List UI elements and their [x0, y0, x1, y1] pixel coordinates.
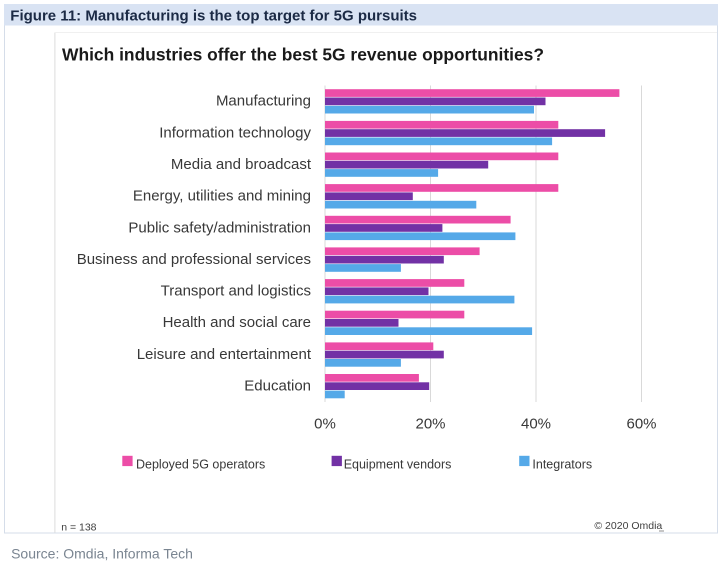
- svg-text:n = 138: n = 138: [61, 522, 96, 534]
- svg-text:Source: Omdia, Informa Tech: Source: Omdia, Informa Tech: [11, 546, 193, 562]
- svg-text:Figure 11: Manufacturing is th: Figure 11: Manufacturing is the top targ…: [10, 8, 417, 25]
- svg-text:Leisure and entertainment: Leisure and entertainment: [137, 346, 312, 363]
- svg-text:Integrators: Integrators: [532, 457, 592, 471]
- svg-text:Deployed 5G operators: Deployed 5G operators: [136, 457, 265, 471]
- svg-text:Manufacturing: Manufacturing: [216, 93, 311, 110]
- svg-text:Business and professional serv: Business and professional services: [77, 251, 311, 268]
- svg-text:20%: 20%: [415, 416, 445, 433]
- svg-text:60%: 60%: [626, 416, 656, 433]
- svg-text:Information technology: Information technology: [159, 124, 311, 141]
- svg-text:Education: Education: [244, 378, 311, 395]
- svg-text:Health and social care: Health and social care: [163, 314, 311, 331]
- svg-text:40%: 40%: [521, 416, 551, 433]
- svg-text:0%: 0%: [314, 416, 336, 433]
- svg-text:Public safety/administration: Public safety/administration: [128, 219, 311, 236]
- svg-text:Equipment vendors: Equipment vendors: [344, 457, 452, 471]
- svg-text:Media and broadcast: Media and broadcast: [171, 156, 312, 173]
- svg-text:Energy, utilities and mining: Energy, utilities and mining: [133, 188, 311, 205]
- svg-text:© 2020 Omdia: © 2020 Omdia: [594, 520, 662, 532]
- svg-text:Transport and logistics: Transport and logistics: [161, 283, 311, 300]
- svg-text:Which industries offer the bes: Which industries offer the best 5G reven…: [62, 45, 544, 65]
